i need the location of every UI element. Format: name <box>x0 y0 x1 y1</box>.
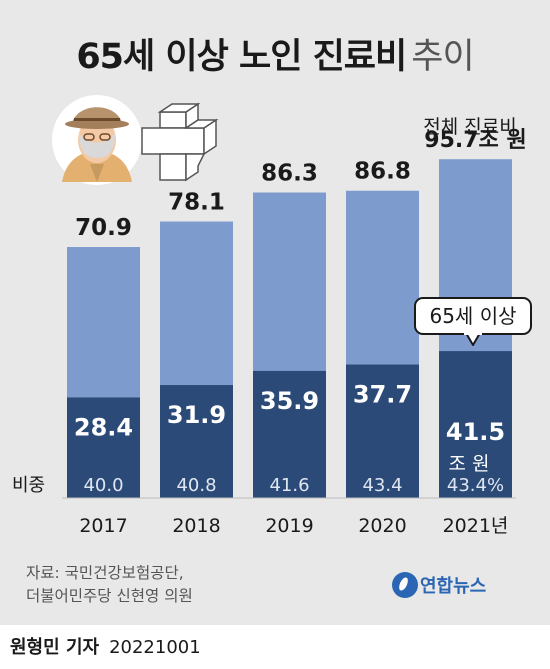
title-main: 65세 이상 노인 진료비 <box>76 37 407 77</box>
senior-bar <box>253 370 326 498</box>
source-note: 자료: 국민건강보험공단, 더불어민주당 신현영 의원 <box>26 562 193 608</box>
total-value-label: 86.3 <box>261 160 318 186</box>
senior-value-label: 28.4 <box>74 413 133 441</box>
logo-text: 연합뉴스 <box>420 576 487 597</box>
byline: 원형민 기자 20221001 <box>10 633 201 659</box>
share-value-label: 43.4 <box>362 475 402 496</box>
senior-unit-label: 조 원 <box>449 453 490 475</box>
senior-bar <box>346 364 419 498</box>
senior-value-label: 35.9 <box>260 387 319 415</box>
year-tick-label: 2019 <box>265 515 313 537</box>
total-annotation: 전체 진료비 <box>423 116 516 138</box>
elderly-person-icon <box>52 95 142 185</box>
callout-pointer-cover <box>464 330 482 335</box>
bar-chart: 70.9 28.4 40.0 2017 78.1 31.9 40.8 2018 86.3 35.9… <box>12 95 532 537</box>
total-value-label: 78.1 <box>168 190 225 216</box>
total-value-label: 70.9 <box>75 215 132 241</box>
callout-label: 65세 이상 <box>429 304 516 328</box>
senior-callout: 65세 이상 <box>414 297 532 346</box>
total-value-label: 95.7조 원 <box>424 128 526 153</box>
chart-title: 65세 이상 노인 진료비 추이 <box>0 40 550 75</box>
share-value-label: 41.6 <box>269 475 309 496</box>
total-value-label: 86.8 <box>354 159 411 185</box>
senior-value-label: 37.7 <box>353 381 412 409</box>
footer-band <box>0 625 550 669</box>
source-line-1: 자료: 국민건강보험공단, <box>26 564 184 582</box>
year-tick-label: 2018 <box>172 515 220 537</box>
senior-bar <box>439 351 512 498</box>
senior-bar <box>160 385 233 498</box>
senior-bar <box>67 397 140 498</box>
senior-value-label: 31.9 <box>167 401 226 429</box>
senior-value-label: 41.5 <box>446 418 505 446</box>
year-tick-label: 2020 <box>358 515 406 537</box>
bars-layer: 70.9 28.4 40.0 2017 78.1 31.9 40.8 2018 86.3 35.9… <box>62 128 527 537</box>
year-tick-label: 2017 <box>79 515 127 537</box>
yonhap-logo-icon <box>392 572 418 598</box>
reporter-name: 원형민 기자 <box>10 637 100 658</box>
share-value-label: 43.4% <box>447 475 504 496</box>
source-line-2: 더불어민주당 신현영 의원 <box>26 587 193 605</box>
title-sub: 추이 <box>411 37 474 77</box>
share-label: 비중 <box>12 475 45 496</box>
year-tick-label: 2021년 <box>443 515 509 537</box>
medical-cross-icon <box>141 102 219 182</box>
publish-date: 20221001 <box>109 637 201 658</box>
share-value-label: 40.0 <box>83 475 123 496</box>
share-value-label: 40.8 <box>176 475 216 496</box>
yonhap-logo: 연합뉴스 <box>392 572 486 600</box>
